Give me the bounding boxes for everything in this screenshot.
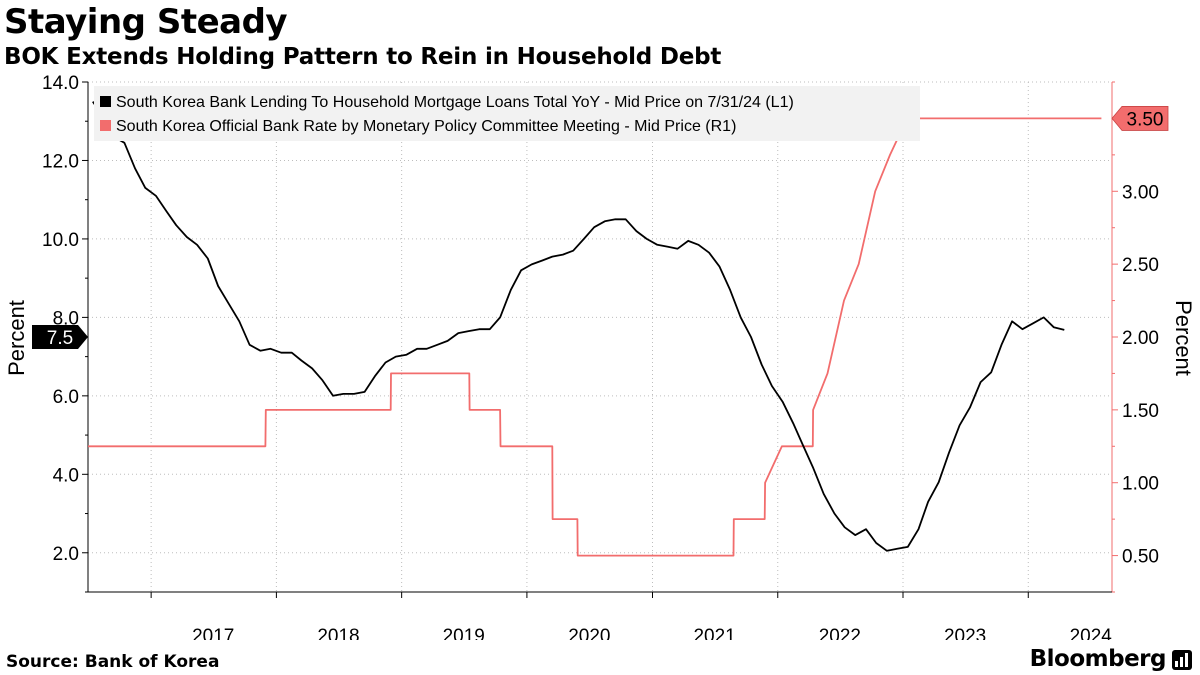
right-axis: 3.00 2.50 2.00 1.50 1.00 0.50 [1111, 81, 1159, 593]
bloomberg-logo: Bloomberg [1029, 646, 1167, 672]
source-note: Source: Bank of Korea [6, 652, 220, 672]
series-layer [88, 101, 1102, 557]
chart-title: Staying Steady [4, 2, 288, 42]
left-tick-label: 6.0 [53, 387, 79, 408]
left-tick-label: 14.0 [42, 73, 79, 94]
grid-lines [88, 81, 1112, 592]
x-tick-label: 2020 [568, 626, 610, 640]
legend-swatch [100, 96, 111, 107]
right-tick-label: 1.00 [1122, 474, 1159, 495]
left-tick-label: 10.0 [42, 230, 79, 251]
x-tick-label: 2017 [192, 626, 234, 640]
x-tick-label: 2018 [317, 626, 359, 640]
last-value-markers: 7.5 3.50 [32, 106, 1169, 349]
left-tick-label: 8.0 [53, 308, 79, 329]
bloomberg-terminal-icon [1172, 650, 1192, 670]
left-tick-label: 4.0 [53, 465, 79, 486]
x-tick-label: 2019 [443, 626, 485, 640]
legend-box [94, 86, 920, 141]
right-axis-label: Percent [1171, 300, 1196, 376]
legend: South Korea Bank Lending To Household Mo… [94, 86, 920, 141]
legend-label: South Korea Official Bank Rate by Moneta… [116, 118, 736, 135]
bank-rate-line [88, 117, 1102, 557]
right-last-value-label: 3.50 [1127, 109, 1164, 130]
left-tick-label: 12.0 [42, 151, 79, 172]
left-axis-label: Percent [4, 300, 29, 376]
right-tick-label: 0.50 [1122, 547, 1159, 568]
right-tick-label: 2.50 [1122, 255, 1159, 276]
left-axis: 14.0 12.0 10.0 8.0 6.0 4.0 2.0 [42, 73, 89, 593]
x-tick-label: 2023 [944, 626, 986, 640]
right-tick-label: 2.00 [1122, 328, 1159, 349]
right-tick-label: 3.00 [1122, 182, 1159, 203]
legend-label: South Korea Bank Lending To Household Mo… [116, 94, 794, 111]
left-last-value-label: 7.5 [47, 328, 73, 349]
left-last-value-marker [32, 325, 88, 349]
chart-subtitle: BOK Extends Holding Pattern to Rein in H… [4, 44, 722, 70]
chart-canvas: 14.0 12.0 10.0 8.0 6.0 4.0 2.0 3.00 2.50 2.00 1.5… [4, 73, 1196, 640]
x-tick-label: 2021 [693, 626, 735, 640]
legend-swatch [100, 120, 111, 131]
x-axis: 2017 2018 2019 2020 2021 2022 2023 2024 [88, 591, 1113, 640]
right-last-value-marker [1111, 106, 1169, 131]
x-tick-label: 2022 [819, 626, 861, 640]
right-tick-label: 1.50 [1122, 401, 1159, 422]
x-tick-label: 2024 [1070, 626, 1113, 640]
left-tick-label: 2.0 [53, 544, 79, 565]
mortgage-loans-yoy-line [92, 101, 1065, 552]
